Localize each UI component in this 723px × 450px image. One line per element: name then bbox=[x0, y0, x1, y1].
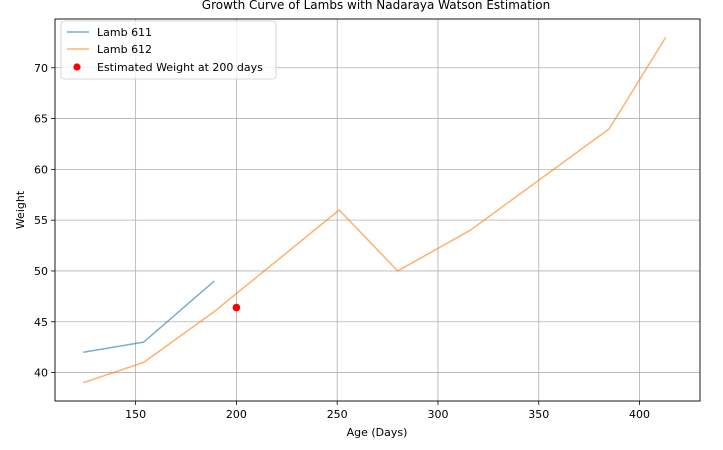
x-tick-label: 300 bbox=[427, 408, 448, 421]
legend-marker-estimate bbox=[73, 63, 81, 71]
y-tick-label: 55 bbox=[34, 214, 48, 227]
y-tick-label: 65 bbox=[34, 113, 48, 126]
y-tick-label: 45 bbox=[34, 316, 48, 329]
y-tick-label: 50 bbox=[34, 265, 48, 278]
plot-frame bbox=[54, 18, 701, 402]
x-tick-label: 350 bbox=[528, 408, 549, 421]
x-axis-label: Age (Days) bbox=[347, 426, 408, 439]
legend-box bbox=[60, 20, 277, 80]
data-point-estimated-weight-at-200-days bbox=[232, 303, 241, 312]
grid bbox=[55, 19, 700, 401]
y-tick-label: 40 bbox=[34, 367, 48, 380]
y-tick-label: 60 bbox=[34, 163, 48, 176]
x-tick-label: 200 bbox=[226, 408, 247, 421]
y-tick-label: 70 bbox=[34, 62, 48, 75]
legend: Lamb 611 Lamb 612 Estimated Weight at 20… bbox=[60, 20, 277, 80]
series-line-lamb-612 bbox=[82, 36, 667, 384]
legend-label-lamb-611: Lamb 611 bbox=[97, 26, 152, 39]
x-tick-label: 250 bbox=[327, 408, 348, 421]
x-tick-label: 400 bbox=[629, 408, 650, 421]
chart-title: Growth Curve of Lambs with Nadaraya Wats… bbox=[202, 0, 550, 12]
series-layer bbox=[82, 36, 667, 384]
ticks: 150 200 250 300 350 400 40 45 50 55 60 65 70 bbox=[34, 62, 650, 421]
series-line-lamb-611 bbox=[83, 280, 215, 353]
y-axis-label: Weight bbox=[14, 190, 27, 229]
legend-label-lamb-612: Lamb 612 bbox=[97, 43, 152, 56]
x-tick-label: 150 bbox=[125, 408, 146, 421]
legend-label-estimate: Estimated Weight at 200 days bbox=[97, 61, 263, 74]
